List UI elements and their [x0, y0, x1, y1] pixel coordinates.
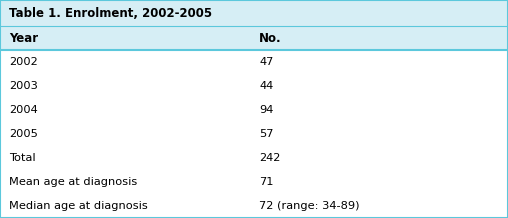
Text: 242: 242: [259, 153, 280, 164]
Text: No.: No.: [259, 32, 282, 45]
Text: Mean age at diagnosis: Mean age at diagnosis: [9, 177, 137, 187]
Bar: [0, 98, 508, 122]
Bar: [0, 146, 508, 170]
Text: Median age at diagnosis: Median age at diagnosis: [9, 201, 148, 211]
Bar: [0, 74, 508, 98]
Bar: [0, 122, 508, 146]
Text: 2002: 2002: [9, 58, 38, 68]
Bar: [0, 194, 508, 218]
Text: 44: 44: [259, 82, 273, 92]
Text: 57: 57: [259, 129, 274, 140]
Text: Year: Year: [9, 32, 38, 45]
Text: 2005: 2005: [9, 129, 38, 140]
Text: 94: 94: [259, 106, 273, 116]
Bar: [0, 0, 508, 26]
Text: 2003: 2003: [9, 82, 38, 92]
Bar: [0, 26, 508, 50]
Bar: [0, 50, 508, 74]
Text: 47: 47: [259, 58, 273, 68]
Text: 71: 71: [259, 177, 274, 187]
Bar: [0, 170, 508, 194]
Text: Total: Total: [9, 153, 36, 164]
Text: 2004: 2004: [9, 106, 38, 116]
Text: Table 1. Enrolment, 2002-2005: Table 1. Enrolment, 2002-2005: [9, 7, 212, 20]
Text: 72 (range: 34-89): 72 (range: 34-89): [259, 201, 360, 211]
